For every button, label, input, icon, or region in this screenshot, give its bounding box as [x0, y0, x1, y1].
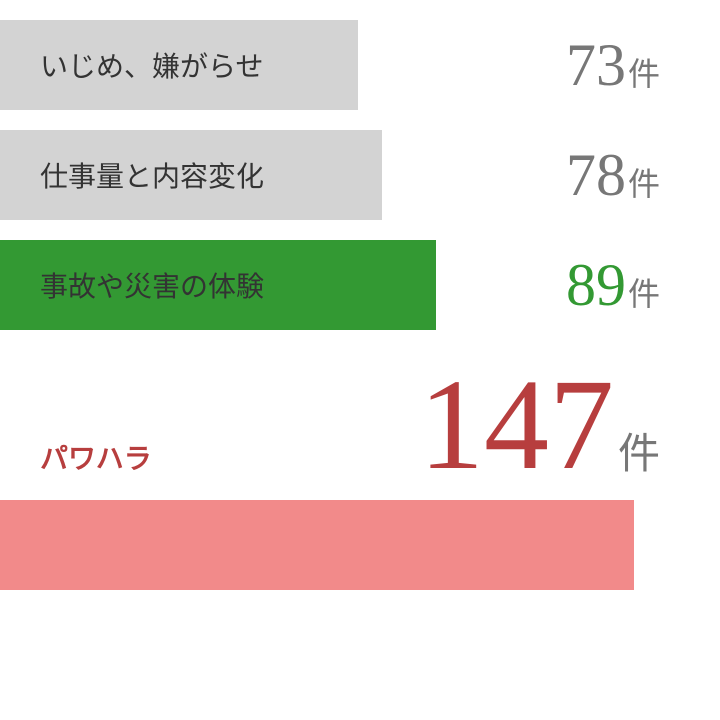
value-unit: 件	[628, 159, 660, 205]
bar-workload: 仕事量と内容変化	[0, 130, 382, 220]
value-display: 147 件	[419, 360, 660, 490]
bar-label: いじめ、嫌がらせ	[40, 45, 263, 85]
bar-row-special: パワハラ 147 件	[0, 360, 720, 590]
bar-row: いじめ、嫌がらせ 73 件	[0, 20, 720, 110]
special-header: パワハラ 147 件	[0, 360, 720, 490]
value-display: 89 件	[566, 251, 660, 320]
bar-accidents: 事故や災害の体験	[0, 240, 436, 330]
bar-chart: いじめ、嫌がらせ 73 件 仕事量と内容変化 78 件 事故や災害の体験 89 …	[0, 0, 720, 720]
value-unit: 件	[628, 49, 660, 95]
value-display: 78 件	[566, 141, 660, 210]
bar-bullying: いじめ、嫌がらせ	[0, 20, 358, 110]
value-unit: 件	[618, 420, 660, 481]
value-number: 73	[566, 31, 626, 100]
bar-label: 事故や災害の体験	[40, 265, 264, 305]
bar-row: 事故や災害の体験 89 件	[0, 240, 720, 330]
value-number: 78	[566, 141, 626, 210]
bar-label-harassment: パワハラ	[40, 437, 152, 477]
bar-harassment	[0, 500, 634, 590]
bar-label: 仕事量と内容変化	[40, 155, 264, 195]
bar-row: 仕事量と内容変化 78 件	[0, 130, 720, 220]
value-display: 73 件	[566, 31, 660, 100]
value-unit: 件	[628, 269, 660, 315]
value-number: 89	[566, 251, 626, 320]
value-number: 147	[419, 360, 614, 490]
